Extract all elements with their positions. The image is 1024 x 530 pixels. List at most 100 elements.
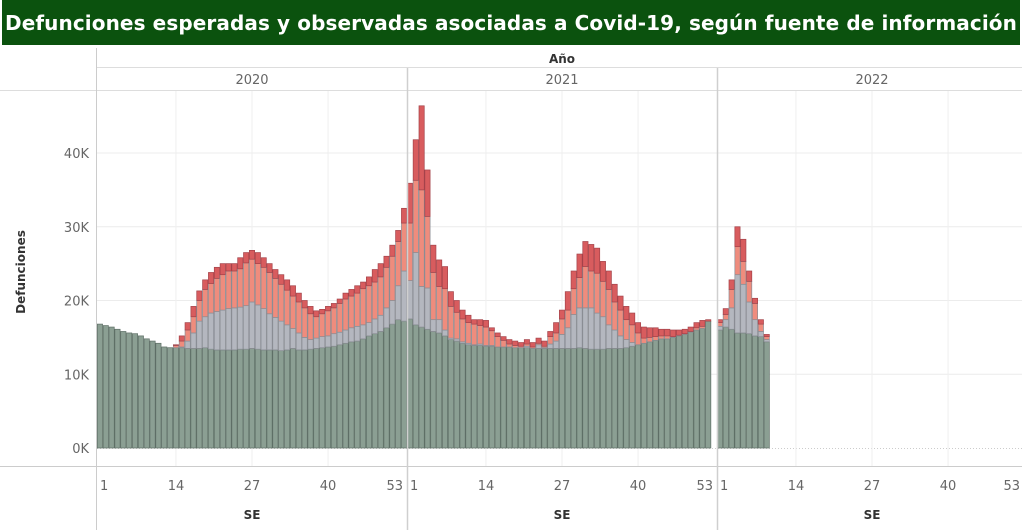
bar-segment-salmon: [605, 289, 612, 326]
bar-segment-red: [196, 290, 203, 301]
bar-segment-salmon: [383, 266, 390, 309]
bar-segment-gray: [301, 337, 308, 351]
bar-segment-green: [167, 347, 174, 449]
bar-segment-salmon: [722, 314, 729, 321]
bar-segment-red: [219, 263, 226, 276]
bar-segment-gray: [734, 274, 741, 334]
bar-segment-salmon: [640, 337, 647, 344]
bar-segment-salmon: [389, 255, 396, 301]
bar-segment-red: [670, 329, 677, 337]
bar-segment-red: [576, 253, 583, 278]
bar-segment-gray: [418, 286, 425, 328]
bar-segment-salmon: [459, 318, 466, 343]
bar-segment-salmon: [278, 283, 285, 322]
bar-segment-green: [231, 349, 238, 449]
bar-segment-green: [553, 348, 560, 449]
bar-segment-salmon: [342, 298, 349, 331]
bar-segment-green: [395, 319, 402, 449]
bar-segment-gray: [722, 319, 729, 328]
x-tick-label: 27: [864, 479, 881, 494]
bar-segment-red: [442, 266, 448, 290]
bar-segment-salmon: [763, 336, 770, 340]
bar-segment-green: [108, 326, 115, 449]
bar-segment-red: [611, 283, 618, 303]
bar-segment-red: [336, 298, 343, 304]
bar-segment-green: [354, 340, 361, 449]
bar-segment-red: [231, 263, 238, 272]
bar-segment-red: [225, 263, 232, 272]
bar-segment-salmon: [559, 318, 565, 335]
bar-segment-red: [471, 319, 478, 325]
bar-segment-gray: [272, 317, 279, 351]
bar-segment-salmon: [295, 301, 302, 334]
bar-segment-green: [582, 348, 589, 449]
bar-segment-salmon: [500, 339, 507, 348]
bar-segment-green: [623, 347, 630, 449]
bar-segment-green: [664, 338, 671, 449]
bar-segment-gray: [325, 335, 332, 348]
bar-segment-green: [307, 348, 314, 449]
bar-segment-red: [763, 334, 770, 337]
bar-segment-salmon: [395, 241, 402, 287]
bar-segment-green: [734, 332, 741, 449]
bar-segment-gray: [401, 270, 408, 322]
bar-segment-salmon: [424, 216, 431, 289]
bar-segment-gray: [278, 320, 285, 351]
bar-segment-gray: [594, 312, 601, 350]
bar-segment-red: [366, 276, 372, 287]
bar-segment-green: [728, 328, 735, 449]
panel-labels: 2020 1 14 27 40 53 SE 2021 1 14 27 40 53 SE 2022 1 14 27 4…: [100, 73, 1020, 522]
bar-segment-salmon: [623, 319, 630, 340]
bar-segment-gray: [424, 287, 431, 330]
bar-segment-gray: [383, 307, 390, 329]
bar-segment-green: [295, 349, 302, 449]
bar-segment-salmon: [190, 316, 197, 334]
bar-segment-red: [635, 322, 642, 334]
title-bar: Defunciones esperadas y observadas asoci…: [2, 0, 1020, 45]
bar-segment-gray: [728, 307, 735, 330]
bar-segment-green: [266, 349, 273, 449]
bar-segment-red: [424, 169, 431, 217]
bar-segment-green: [693, 329, 700, 449]
bar-segment-red: [559, 309, 565, 320]
bar-segment-red: [249, 250, 255, 260]
bar-segment-salmon: [360, 288, 367, 326]
bar-segment-gray: [629, 342, 636, 347]
bar-segment-green: [412, 324, 419, 449]
year-label: 2022: [855, 73, 888, 88]
bar-segment-red: [623, 306, 630, 321]
bar-segment-salmon: [243, 262, 250, 307]
bar-segment-salmon: [447, 306, 454, 339]
bar-segment-gray: [559, 334, 565, 349]
bar-segment-salmon: [617, 309, 624, 337]
bar-segment-gray: [582, 307, 589, 349]
bar-segment-red: [564, 291, 571, 311]
bar-segment-salmon: [471, 323, 478, 346]
bar-segment-red: [202, 279, 209, 290]
bar-segment-salmon: [482, 326, 489, 346]
bar-segment-red: [506, 339, 513, 345]
bar-segment-green: [564, 348, 571, 449]
x-tick-label: 27: [244, 479, 261, 494]
bar-segment-salmon: [588, 270, 595, 309]
bar-segment-green: [260, 349, 267, 449]
bar-segment-gray: [752, 319, 758, 337]
x-tick-label: 14: [788, 479, 805, 494]
year-label: 2021: [545, 73, 578, 88]
bar-segment-green: [617, 348, 624, 449]
bar-segment-salmon: [301, 307, 308, 338]
bar-segment-gray: [196, 320, 203, 349]
bar-segment-salmon: [594, 272, 601, 314]
bar-segment-salmon: [260, 266, 267, 309]
bar-segment-red: [284, 279, 291, 291]
bar-segment-salmon: [366, 285, 372, 323]
bar-segment-red: [401, 207, 408, 224]
bar-segment-green: [301, 349, 308, 449]
bar-segment-gray: [237, 306, 244, 350]
bar-segment-salmon: [178, 340, 185, 348]
bar-segment-salmon: [746, 280, 753, 303]
x-tick-label: 14: [168, 479, 185, 494]
bar-segment-salmon: [646, 337, 653, 343]
bar-segment-red: [237, 257, 244, 270]
